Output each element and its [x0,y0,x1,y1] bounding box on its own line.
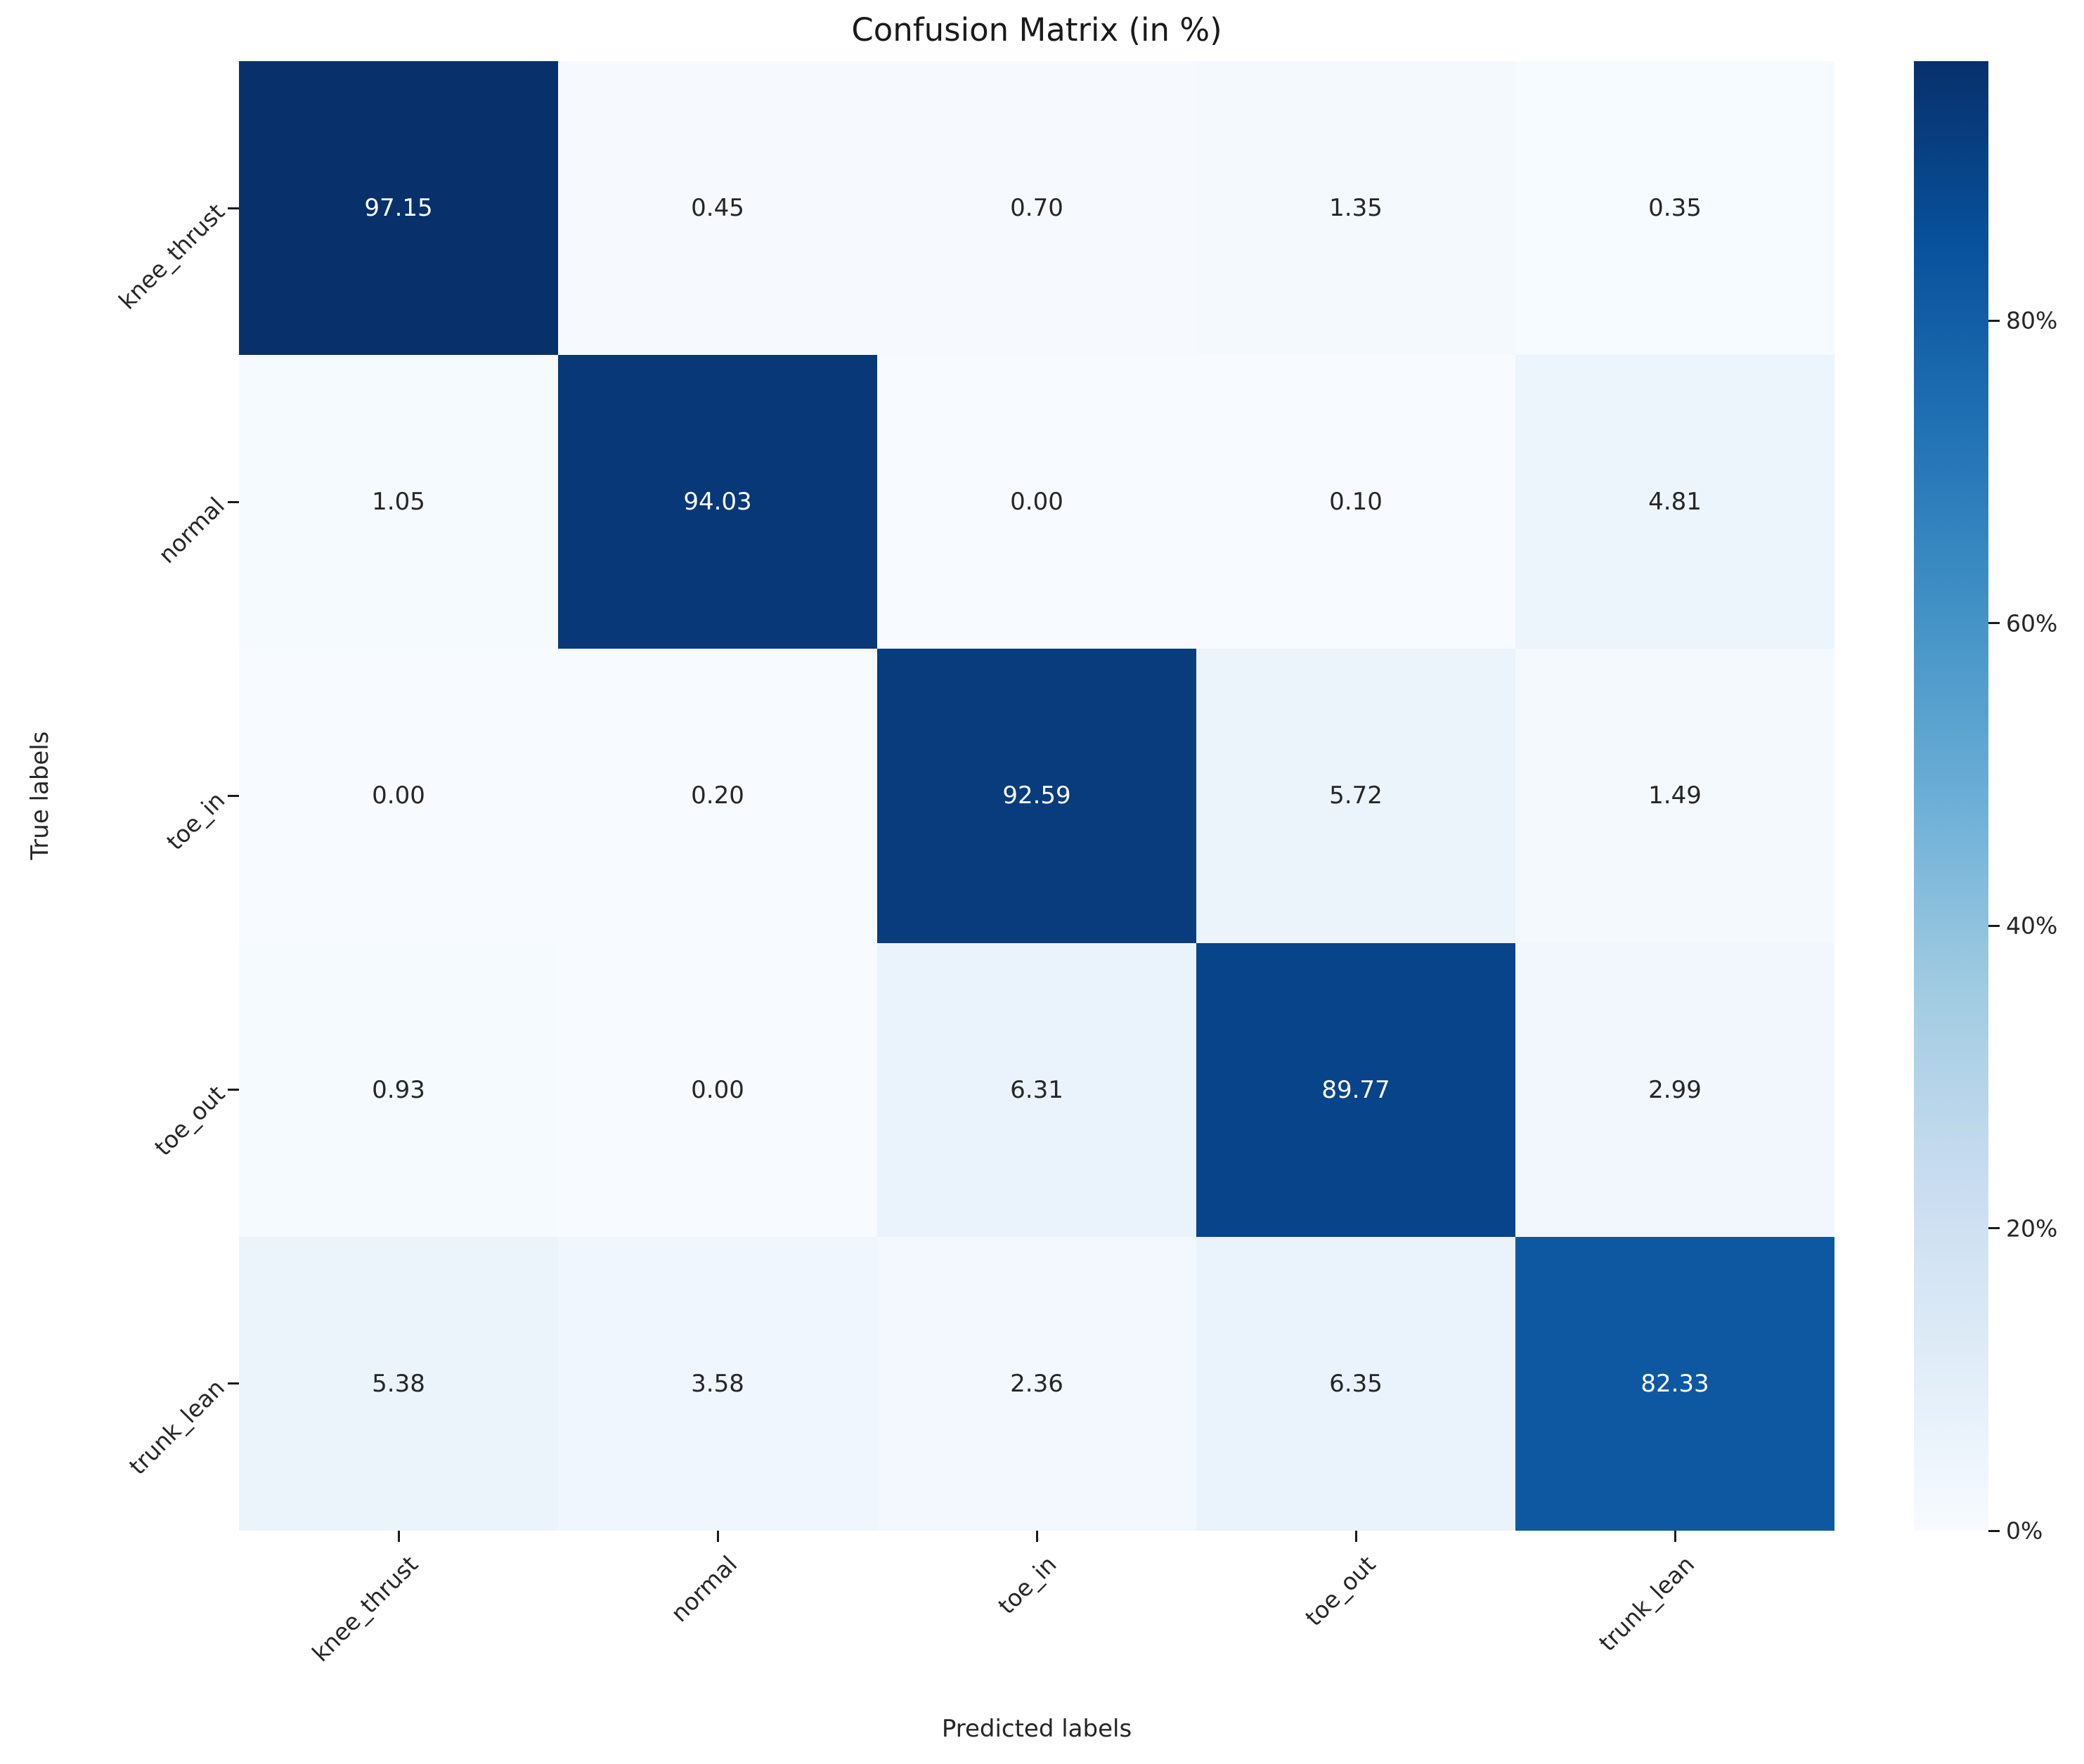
cell-value: 4.81 [1648,488,1702,517]
tick-mark [1674,1531,1676,1542]
cell-value: 1.05 [372,488,425,517]
heatmap-cell: 1.05 [239,355,558,649]
tick-mark [228,500,239,503]
cell-value: 5.72 [1329,782,1383,810]
heatmap-cell: 3.58 [558,1236,877,1531]
colorbar-tick-label: 60% [2006,609,2058,637]
cell-value: 2.36 [1010,1369,1063,1398]
cell-value: 0.20 [691,782,744,810]
heatmap-cell: 5.38 [239,1236,558,1531]
tick-mark [716,1531,719,1542]
cell-value: 0.35 [1648,194,1702,223]
colorbar [1914,61,1988,1531]
heatmap-cell: 0.45 [558,61,877,356]
cell-value: 2.99 [1648,1075,1702,1104]
y-axis-title: True labels [26,731,54,860]
heatmap-cell: 6.35 [1196,1236,1515,1531]
cell-value: 97.15 [364,194,433,223]
colorbar-tick-label: 20% [2006,1214,2058,1243]
x-tick-label: normal [666,1550,743,1628]
cell-value: 1.49 [1648,782,1702,810]
x-tick-label: toe_in [992,1550,1062,1620]
heatmap-cell: 5.72 [1196,649,1515,943]
x-tick-label: knee_thrust [306,1550,424,1667]
cell-value: 0.93 [372,1075,425,1104]
cell-value: 0.10 [1329,488,1383,517]
tick-mark [228,207,239,209]
cell-value: 6.35 [1329,1369,1383,1398]
heatmap-cell: 82.33 [1515,1236,1834,1531]
tick-mark [1988,1529,2000,1532]
heatmap-cell: 2.99 [1515,942,1834,1237]
heatmap-cell: 0.35 [1515,61,1834,356]
heatmap-cell: 1.35 [1196,61,1515,356]
y-tick-label: toe_out [149,1079,231,1161]
heatmap-cell: 4.81 [1515,355,1834,649]
tick-mark [228,1382,239,1385]
x-tick-label: trunk_lean [1593,1550,1700,1657]
colorbar-tick-label: 80% [2006,306,2058,335]
heatmap-cell: 0.70 [877,61,1196,356]
x-axis-title: Predicted labels [941,1715,1132,1743]
cell-value: 0.45 [691,194,744,223]
heatmap-cell: 0.00 [877,355,1196,649]
tick-mark [1988,924,2000,927]
y-tick-label: toe_in [161,786,231,855]
tick-mark [228,795,239,797]
tick-mark [1354,1531,1357,1542]
tick-mark [1988,622,2000,625]
y-tick-label: normal [153,492,231,569]
heatmap-cell: 2.36 [877,1236,1196,1531]
heatmap-cell: 0.00 [558,942,877,1237]
heatmap-cell: 6.31 [877,942,1196,1237]
cell-value: 1.35 [1329,194,1383,223]
cell-value: 82.33 [1640,1369,1709,1398]
tick-mark [1035,1531,1038,1542]
y-tick-label: trunk_lean [124,1373,231,1480]
tick-mark [1988,1227,2000,1230]
heatmap-cell: 89.77 [1196,942,1515,1237]
cell-value: 94.03 [683,488,752,517]
chart-title: Confusion Matrix (in %) [851,11,1222,48]
x-tick-label: toe_out [1300,1550,1381,1632]
cell-value: 0.70 [1010,194,1063,223]
heatmap-cell: 0.10 [1196,355,1515,649]
heatmap-cell: 1.49 [1515,649,1834,943]
cell-value: 3.58 [691,1369,744,1398]
y-tick-label: knee_thrust [113,197,231,315]
cell-value: 0.00 [372,782,425,810]
heatmap-cell: 0.20 [558,649,877,943]
cell-value: 89.77 [1321,1075,1390,1104]
cell-value: 6.31 [1010,1075,1063,1104]
heatmap-cell: 0.00 [239,649,558,943]
cell-value: 5.38 [372,1369,425,1398]
heatmap-cell: 97.15 [239,61,558,356]
heatmap-grid: 97.15 0.45 0.70 1.35 0.35 1.05 94.03 0.00 0.10 4.… [239,61,1834,1531]
colorbar-tick-label: 40% [2006,912,2058,940]
colorbar-tick-label: 0% [2006,1517,2043,1545]
heatmap-cell: 94.03 [558,355,877,649]
heatmap-cell: 92.59 [877,649,1196,943]
tick-mark [397,1531,400,1542]
cell-value: 0.00 [691,1075,744,1104]
tick-mark [1988,319,2000,322]
heatmap-cell: 0.93 [239,942,558,1237]
cell-value: 92.59 [1002,782,1071,810]
cell-value: 0.00 [1010,488,1063,517]
tick-mark [228,1089,239,1091]
